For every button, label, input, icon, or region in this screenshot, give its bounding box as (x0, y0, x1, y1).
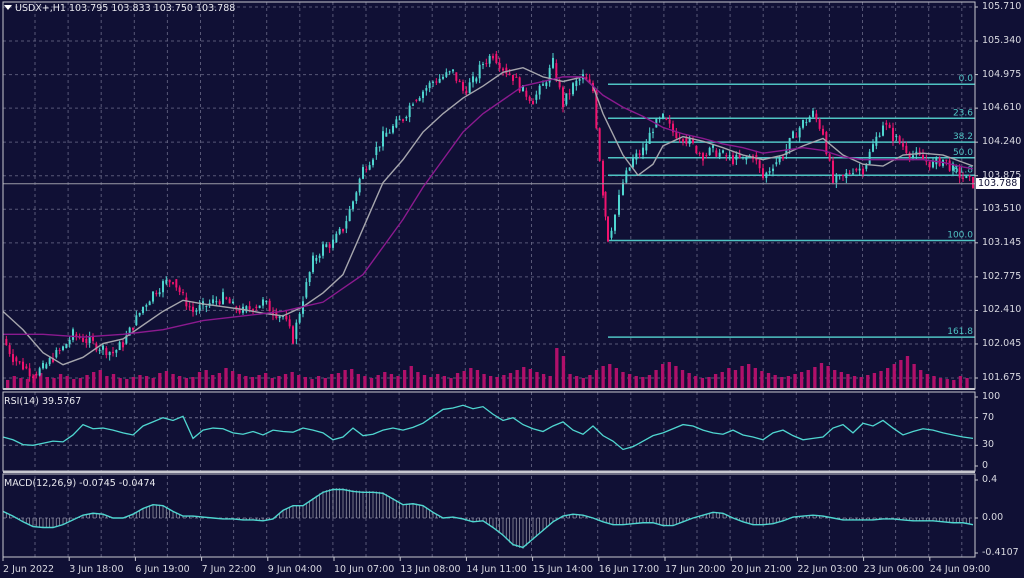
rsi-tick-label: 100 (982, 391, 1001, 402)
price-tick-label: 102.410 (982, 304, 1022, 316)
panel-frames (2, 1, 978, 561)
volume-histogram (6, 348, 969, 388)
chart-grid (3, 2, 975, 557)
macd-header: MACD(12,26,9) -0.0745 -0.0474 (4, 478, 156, 489)
price-tick-label: 105.710 (982, 1, 1022, 12)
price-tick-label: 104.610 (982, 102, 1022, 114)
price-tick-label: 103.145 (982, 236, 1022, 248)
time-tick-label: 15 Jun 14:00 (532, 564, 593, 575)
time-tick-label: 9 Jun 04:00 (267, 564, 323, 575)
price-tick-label: 102.775 (982, 270, 1022, 282)
time-tick-label: 23 Jun 06:00 (863, 564, 924, 575)
time-tick-label: 20 Jun 21:00 (731, 564, 792, 575)
time-tick-label: 16 Jun 17:00 (598, 564, 660, 575)
macd-tick-label: 0.4 (982, 474, 998, 485)
rsi-line (2, 404, 974, 451)
svg-text:0.0: 0.0 (959, 74, 974, 84)
low-price: 103.750 (153, 3, 193, 14)
time-tick-label: 14 Jun 11:00 (466, 564, 527, 575)
time-tick-label: 6 Jun 19:00 (135, 564, 190, 575)
time-axis[interactable]: 2 Jun 2022 3 Jun 18:00 6 Jun 19:00 7 Jun 22… (0, 564, 1024, 578)
rsi-tick-label: 30 (982, 439, 995, 451)
time-tick-label: 3 Jun 18:00 (69, 564, 124, 575)
svg-text:161.8: 161.8 (947, 327, 973, 337)
chart-header: USDX+,H1 103.795 103.833 103.750 103.788 (4, 3, 235, 14)
time-tick-label: 2 Jun 2022 (3, 564, 55, 575)
time-tick-label: 22 Jun 03:00 (797, 564, 858, 575)
svg-text:61.8: 61.8 (953, 165, 973, 175)
current-price-tag: 103.788 (976, 178, 1020, 190)
svg-text:23.6: 23.6 (953, 108, 973, 118)
symbol-label: USDX+,H1 (15, 3, 66, 14)
price-tick-label: 101.675 (982, 372, 1022, 383)
price-tick-label: 104.240 (982, 136, 1022, 148)
price-tick-label: 103.510 (982, 203, 1022, 215)
fibonacci-retracement[interactable]: 0.0 23.6 38.2 50.0 61.8 100.0 161.8 (608, 74, 975, 338)
svg-text:50.0: 50.0 (953, 148, 973, 158)
time-tick-label: 13 Jun 08:00 (400, 564, 461, 575)
rsi-tick-label: 70 (982, 411, 995, 423)
time-tick-label: 17 Jun 20:00 (665, 564, 726, 575)
price-tick-label: 105.340 (982, 35, 1022, 47)
svg-text:100.0: 100.0 (947, 231, 973, 241)
price-tick-label: 104.975 (982, 68, 1022, 80)
price-tick-label: 102.045 (982, 337, 1022, 349)
rsi-tick-label: 0 (982, 460, 989, 471)
macd-tick-label: -0.4107 (982, 547, 1019, 558)
dropdown-triangle-icon[interactable] (4, 5, 12, 10)
time-tick-label: 10 Jun 07:00 (334, 564, 395, 575)
macd-tick-label: 0.00 (982, 512, 1004, 523)
close-price: 103.788 (196, 3, 236, 14)
time-tick-label: 24 Jun 09:00 (929, 564, 991, 575)
price-tick-label: 103.875 (982, 169, 1022, 181)
moving-averages (2, 66, 974, 366)
time-tick-label: 7 Jun 22:00 (201, 564, 256, 575)
price-candles (3, 51, 975, 384)
high-price: 103.833 (111, 3, 151, 14)
rsi-header: RSI(14) 39.5767 (4, 396, 82, 407)
open-price: 103.795 (69, 3, 109, 14)
svg-text:38.2: 38.2 (953, 132, 973, 142)
macd-panel (2, 488, 974, 549)
